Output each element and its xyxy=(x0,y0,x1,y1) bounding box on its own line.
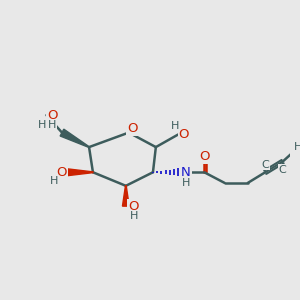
Polygon shape xyxy=(122,186,129,206)
Text: H: H xyxy=(294,142,300,152)
Text: H: H xyxy=(182,178,190,188)
Text: H: H xyxy=(48,120,56,130)
Text: O: O xyxy=(47,109,58,122)
Text: H: H xyxy=(38,120,46,130)
Text: O: O xyxy=(128,122,138,135)
Polygon shape xyxy=(60,129,89,147)
Text: O: O xyxy=(199,150,209,163)
Text: O: O xyxy=(179,128,189,141)
Text: O: O xyxy=(128,200,139,213)
Text: N: N xyxy=(181,166,191,179)
Text: C: C xyxy=(261,160,269,170)
Polygon shape xyxy=(68,169,93,176)
Text: O: O xyxy=(57,166,67,179)
Text: H: H xyxy=(50,176,58,186)
Text: H: H xyxy=(129,211,138,221)
Text: H: H xyxy=(171,121,179,131)
Text: C: C xyxy=(279,165,286,175)
